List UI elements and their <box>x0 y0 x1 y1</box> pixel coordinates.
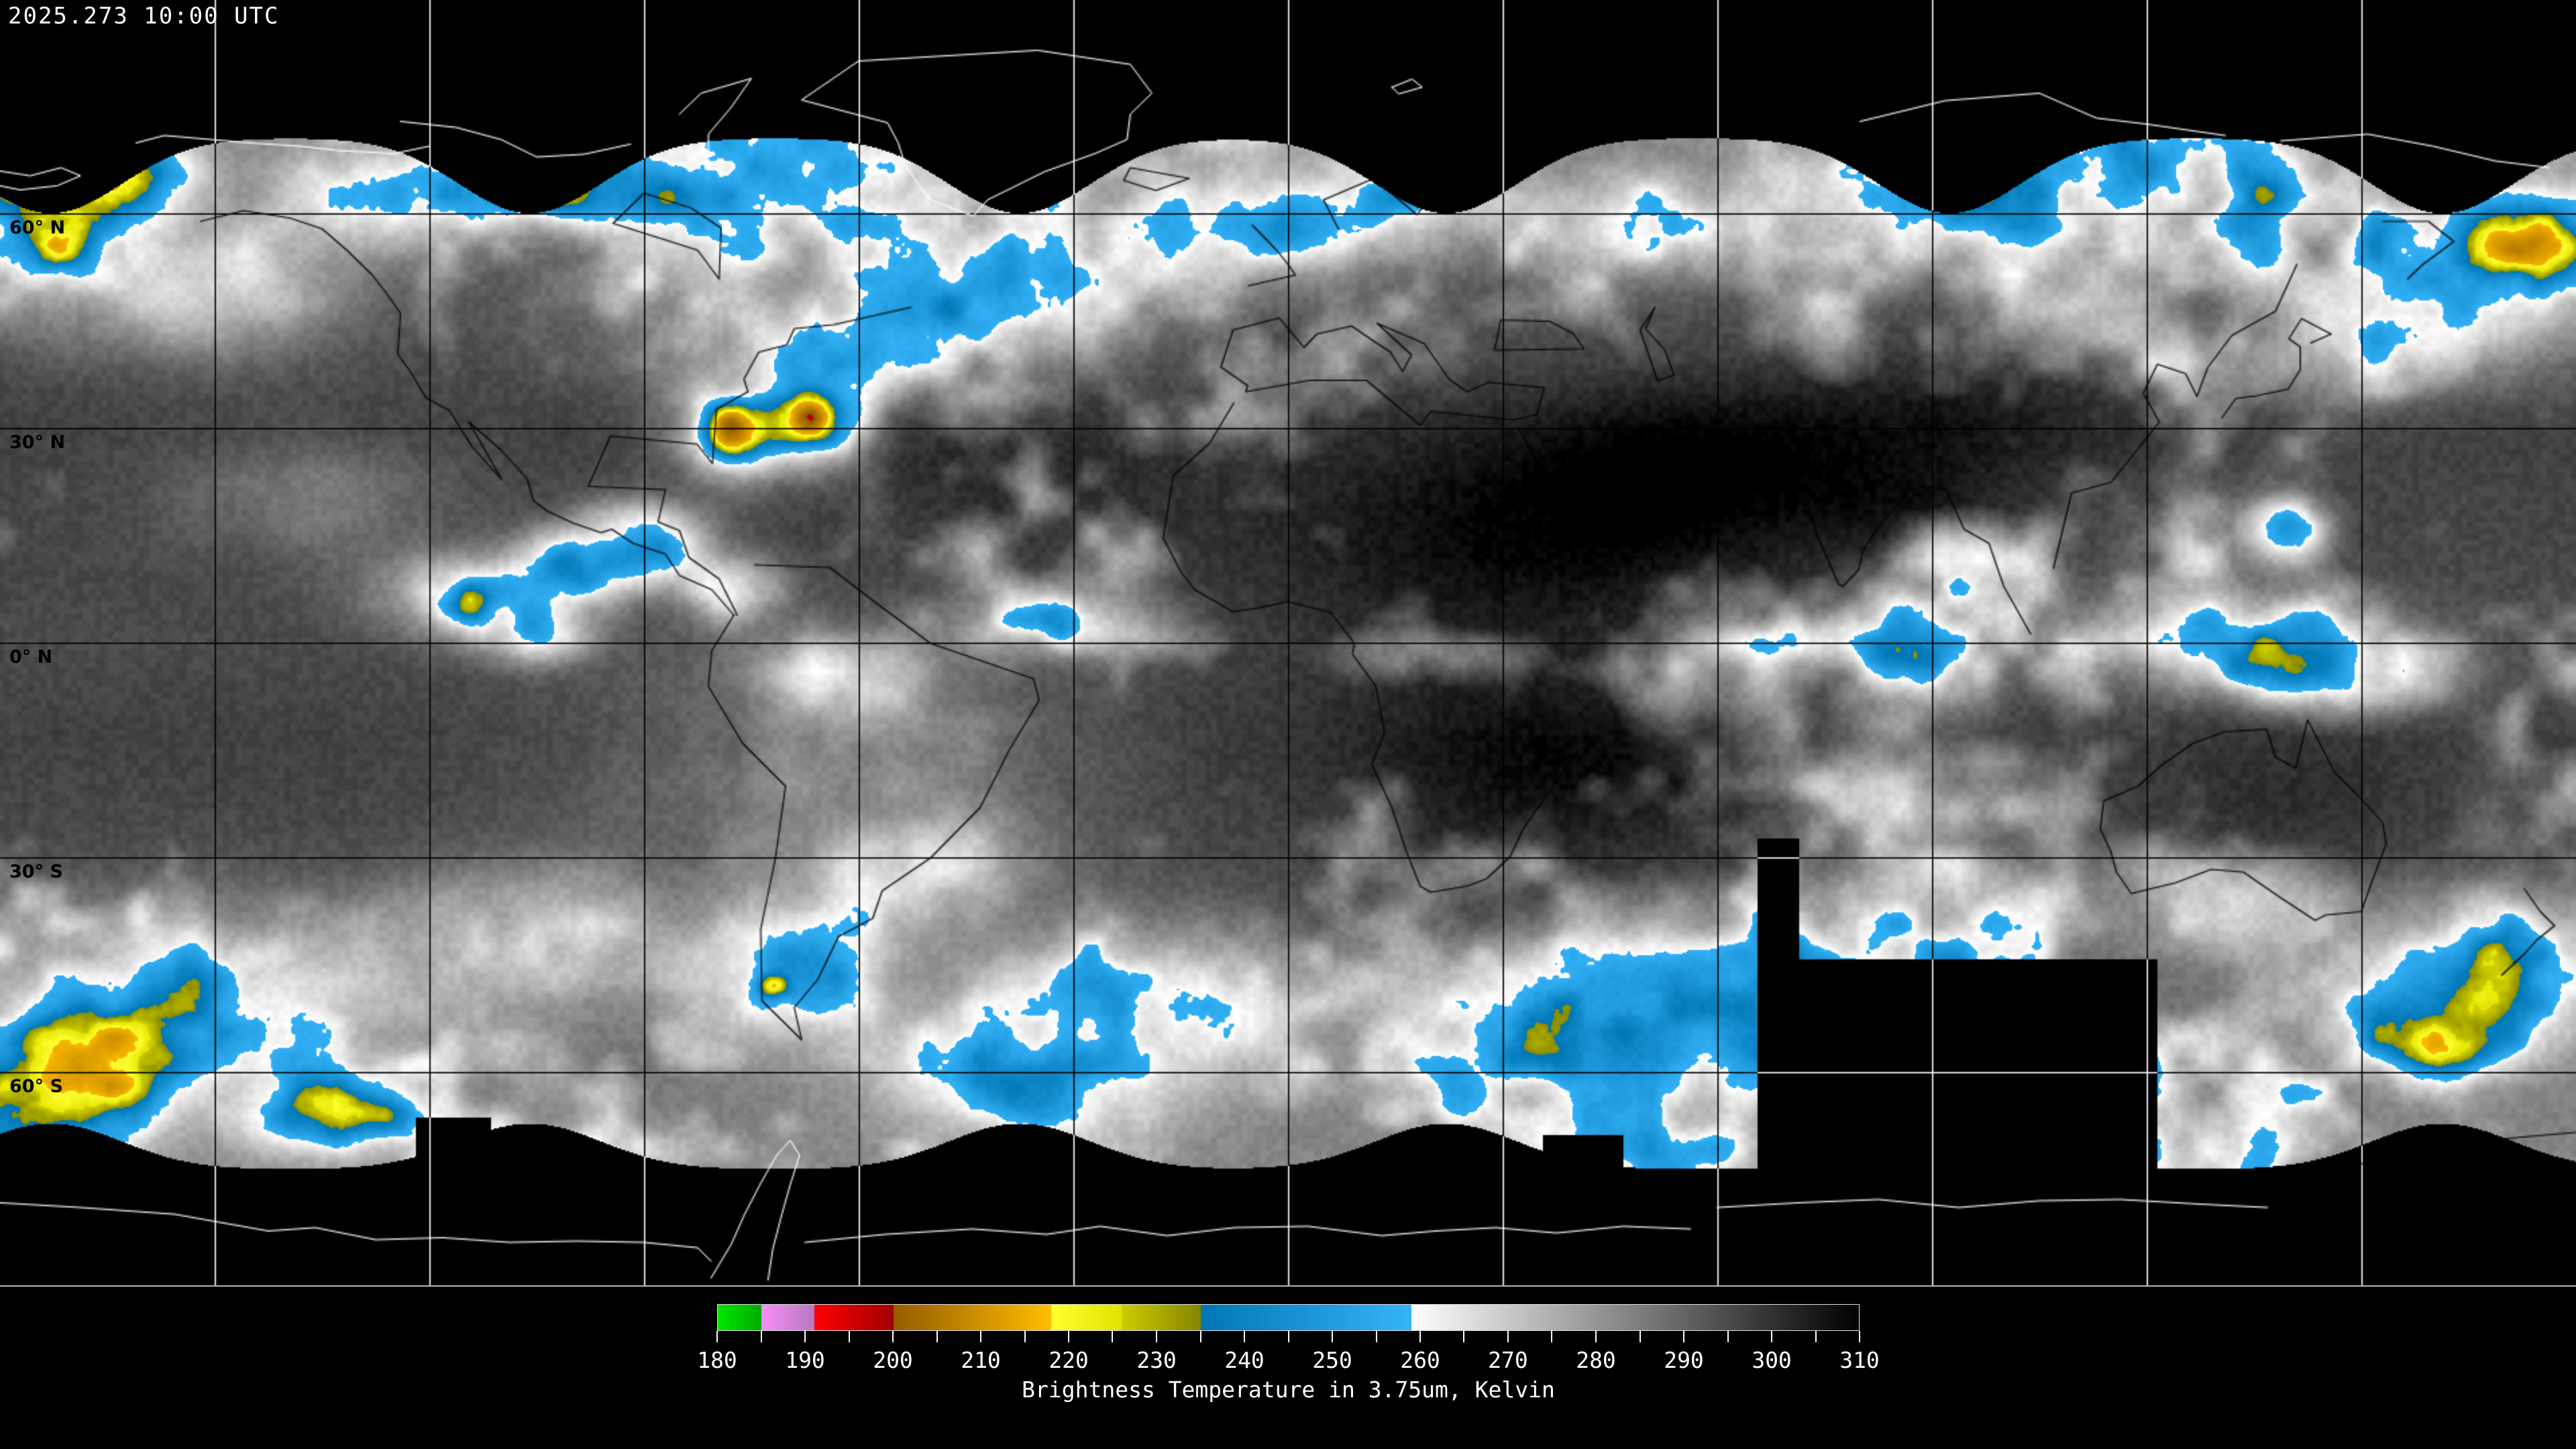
colorbar-segment <box>814 1305 894 1330</box>
colorbar-tick <box>1463 1331 1465 1342</box>
colorbar-tick-label: 290 <box>1664 1347 1704 1373</box>
colorbar-caption: Brightness Temperature in 3.75um, Kelvin <box>1022 1377 1555 1403</box>
colorbar-tick <box>716 1331 718 1342</box>
colorbar-tick <box>760 1331 762 1342</box>
colorbar-tick-label: 190 <box>785 1347 825 1373</box>
colorbar-tick <box>1375 1331 1377 1342</box>
colorbar-tick <box>1727 1331 1729 1342</box>
colorbar-tick <box>1551 1331 1553 1342</box>
colorbar-segment <box>718 1305 762 1330</box>
colorbar-tick <box>1507 1331 1509 1342</box>
colorbar-segment <box>1411 1305 1859 1330</box>
colorbar-tick-label: 180 <box>697 1347 737 1373</box>
colorbar-tick <box>1112 1331 1114 1342</box>
colorbar-tick-label: 200 <box>873 1347 913 1373</box>
colorbar-tick <box>804 1331 806 1342</box>
timestamp-label: 2025.273 10:00 UTC <box>8 3 280 30</box>
colorbar-segment <box>1051 1305 1122 1330</box>
colorbar-tick-label: 270 <box>1488 1347 1528 1373</box>
colorbar-tick <box>892 1331 894 1342</box>
latitude-label: 60° S <box>9 1076 63 1097</box>
colorbar-tick <box>1199 1331 1201 1342</box>
colorbar-tick <box>1639 1331 1641 1342</box>
global-satellite-map <box>0 0 2576 1287</box>
colorbar-tick <box>1859 1331 1860 1342</box>
latitude-label: 60° N <box>9 217 66 238</box>
colorbar-tick <box>1683 1331 1684 1342</box>
colorbar-segment <box>893 1305 1052 1330</box>
colorbar-segment <box>1121 1305 1201 1330</box>
colorbar-tick <box>1332 1331 1333 1342</box>
colorbar-ticks: 180 190 200 210 220 230 240 250 260 270 280 290 300 3… <box>697 1331 1880 1378</box>
colorbar-tick <box>848 1331 850 1342</box>
colorbar-tick-label: 260 <box>1400 1347 1440 1373</box>
colorbar-tick-label: 210 <box>961 1347 1001 1373</box>
colorbar-tick <box>980 1331 981 1342</box>
colorbar-tick-label: 310 <box>1839 1347 1880 1373</box>
latitude-label: 30° S <box>9 861 63 882</box>
colorbar-tick <box>1815 1331 1817 1342</box>
latitude-label: 0° N <box>9 647 53 667</box>
colorbar-tick <box>1244 1331 1245 1342</box>
colorbar-tick <box>1156 1331 1157 1342</box>
colorbar-tick <box>1024 1331 1026 1342</box>
colorbar-tick-label: 300 <box>1752 1347 1792 1373</box>
colorbar-segment <box>1200 1305 1411 1330</box>
colorbar-tick <box>1068 1331 1069 1342</box>
colorbar-tick-label: 220 <box>1049 1347 1089 1373</box>
colorbar-tick-label: 280 <box>1576 1347 1616 1373</box>
map-bottom-edge <box>0 1285 2576 1287</box>
colorbar-tick-label: 230 <box>1136 1347 1177 1373</box>
colorbar-segment <box>761 1305 814 1330</box>
colorbar-tick <box>936 1331 938 1342</box>
colorbar-tick-label: 240 <box>1224 1347 1265 1373</box>
colorbar-tick <box>1771 1331 1772 1342</box>
colorbar-tick-label: 250 <box>1312 1347 1352 1373</box>
colorbar-tick <box>1287 1331 1289 1342</box>
colorbar-tick <box>1419 1331 1421 1342</box>
temperature-colorbar <box>717 1304 1860 1331</box>
colorbar-tick <box>1595 1331 1597 1342</box>
latitude-label: 30° N <box>9 432 66 453</box>
